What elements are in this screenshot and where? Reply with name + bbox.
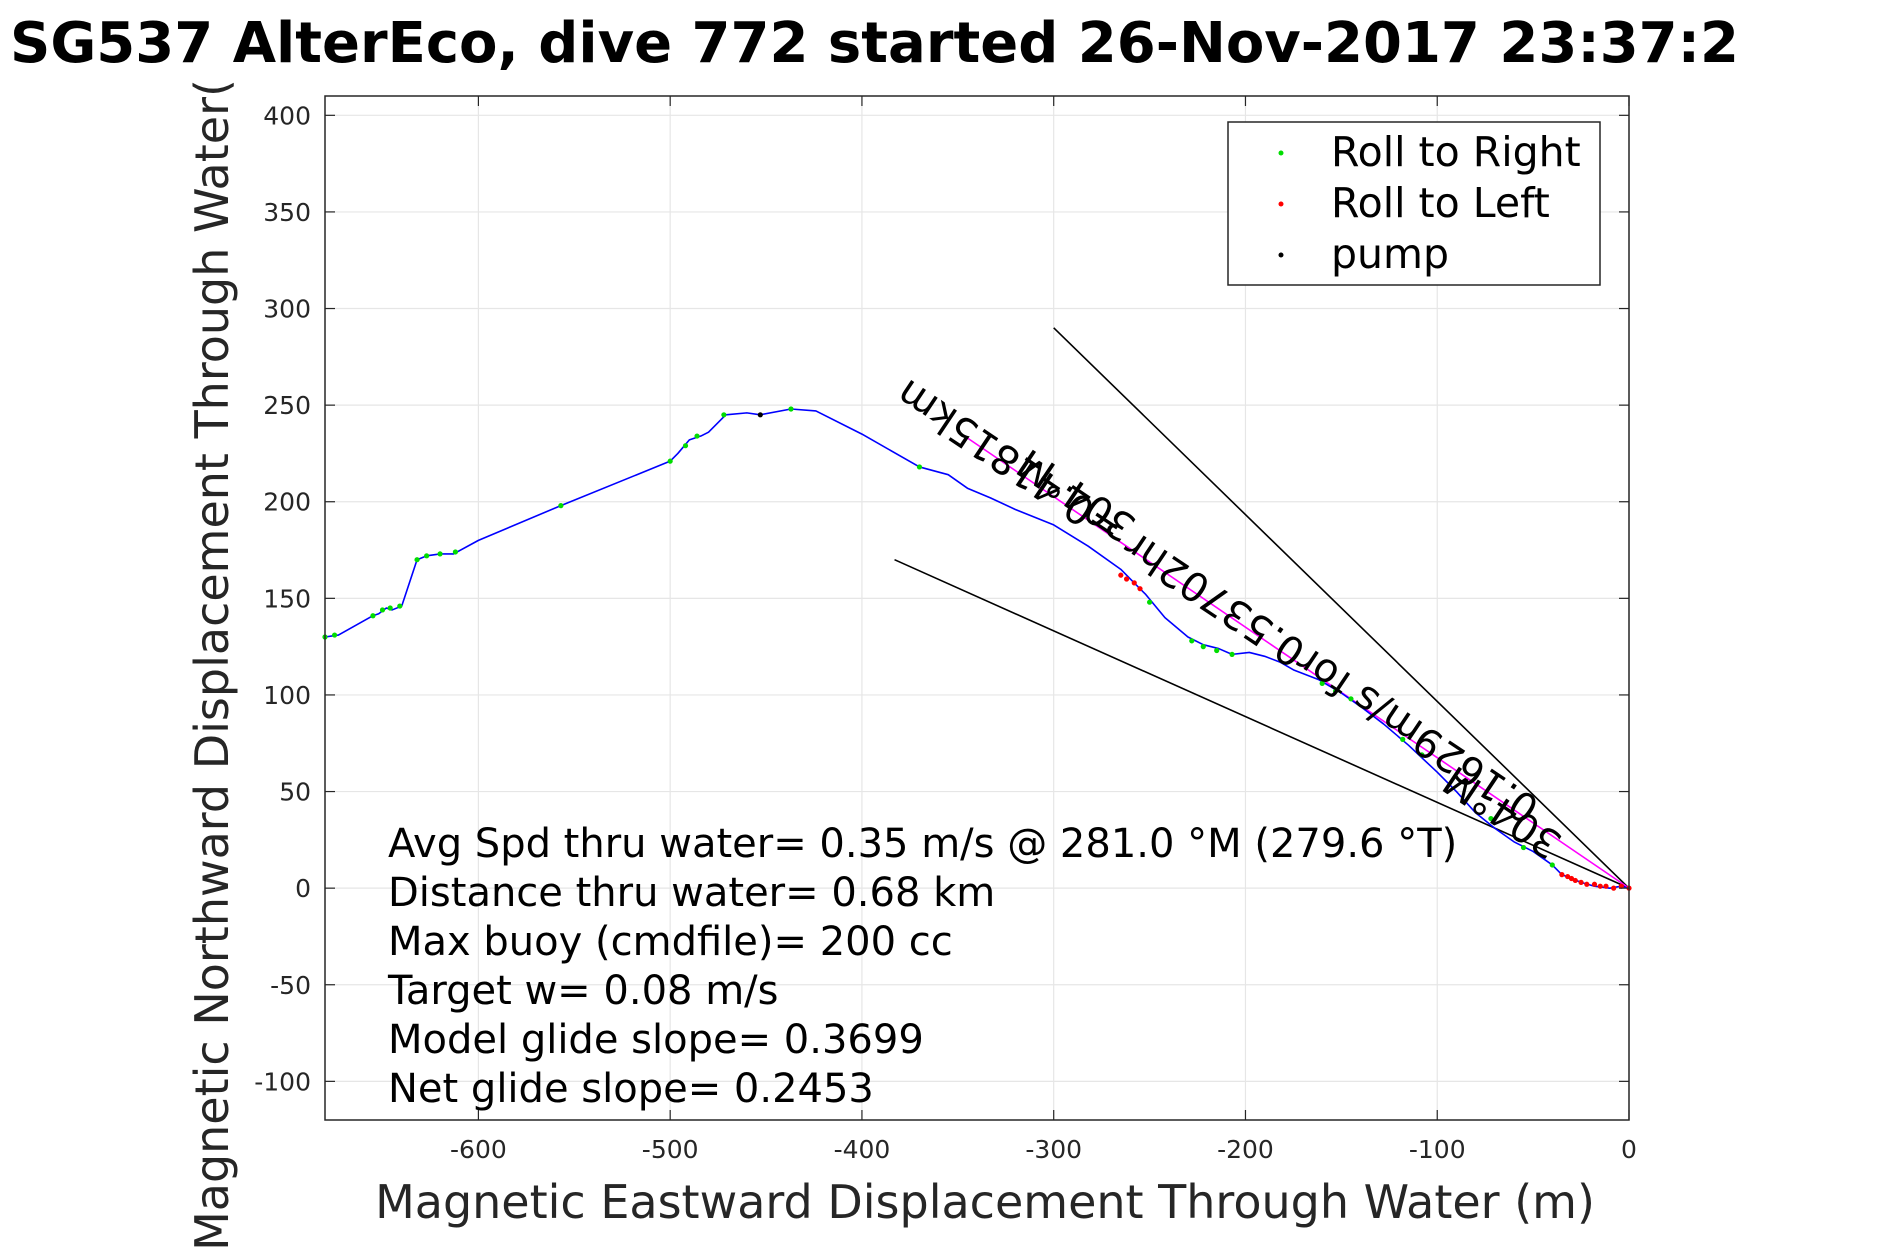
point-roll-left: [1137, 586, 1143, 592]
point-roll-left: [1559, 872, 1565, 878]
point-roll-right: [397, 603, 403, 609]
point-roll-right: [370, 613, 376, 619]
legend-marker-roll-left: [1278, 201, 1284, 207]
point-roll-right: [1229, 651, 1235, 657]
point-roll-left: [1611, 885, 1617, 891]
y-tick-label: 350: [263, 198, 311, 227]
point-roll-right: [331, 632, 338, 638]
point-roll-right: [1146, 599, 1153, 605]
y-tick-label: 50: [279, 778, 311, 807]
x-tick-label: -400: [834, 1135, 891, 1164]
ticks: -600 -500 -400 -300 -200 -100 0400350300250200…: [254, 96, 1637, 1164]
point-roll-right: [1189, 638, 1195, 644]
point-roll-right: [788, 406, 794, 412]
point-roll-left: [1584, 881, 1590, 887]
x-tick-label: -200: [1217, 1135, 1274, 1164]
annotation-avg-speed: Avg Spd thru water= 0.35 m/s @ 281.0 °M …: [388, 821, 1457, 867]
x-tick-label: -500: [642, 1135, 699, 1164]
point-roll-right: [1488, 815, 1494, 822]
bound-line-lower: [894, 558, 1630, 889]
point-roll-right: [1549, 862, 1555, 868]
point-roll-right: [379, 607, 386, 613]
x-tick-label: -300: [1025, 1135, 1082, 1164]
bound-line-upper: [1053, 327, 1630, 889]
point-roll-left: [1597, 883, 1603, 889]
legend-label-pump: pump: [1331, 230, 1449, 278]
point-roll-right: [452, 549, 458, 555]
legend-label-roll-right: Roll to Right: [1331, 128, 1581, 176]
point-roll-left: [1572, 877, 1578, 884]
y-tick-label: -100: [254, 1067, 311, 1096]
summary-annotations: Avg Spd thru water= 0.35 m/s @ 281.0 °M …: [387, 821, 1457, 1112]
point-roll-right: [1333, 688, 1339, 694]
point-roll-right: [667, 458, 673, 464]
point-roll-right: [1319, 680, 1325, 686]
point-roll-left: [1603, 883, 1609, 889]
point-pump: [757, 412, 763, 418]
x-tick-label: -600: [450, 1135, 507, 1164]
annotation-model-glide: Model glide slope= 0.3699: [388, 1017, 924, 1063]
point-roll-left: [1131, 580, 1137, 586]
point-roll-right: [1419, 752, 1425, 758]
annotation-target-w: Target w= 0.08 m/s: [387, 968, 778, 1014]
point-roll-right: [437, 551, 443, 557]
annotation-net-glide: Net glide slope= 0.2453: [388, 1066, 874, 1112]
grid: [325, 96, 1630, 1120]
point-roll-right: [387, 605, 393, 611]
legend-marker-pump: [1278, 252, 1284, 258]
point-roll-left: [1565, 873, 1571, 880]
point-roll-right: [721, 412, 727, 418]
point-roll-right: [558, 503, 564, 509]
point-roll-left: [1578, 879, 1584, 885]
y-tick-label: 300: [263, 295, 311, 324]
point-roll-right: [1200, 644, 1206, 650]
legend-label-roll-left: Roll to Left: [1331, 179, 1550, 227]
point-roll-left: [1618, 883, 1624, 889]
y-tick-label: -50: [270, 971, 311, 1000]
point-roll-right: [1520, 844, 1527, 851]
point-roll-right: [414, 557, 420, 563]
y-tick-label: 150: [263, 584, 311, 613]
point-roll-left: [1123, 576, 1130, 582]
point-roll-right: [694, 433, 700, 439]
annotation-distance: Distance thru water= 0.68 km: [388, 870, 995, 916]
y-tick-label: 0: [295, 874, 311, 903]
y-tick-label: 250: [263, 391, 311, 420]
legend-marker-roll-right: [1278, 150, 1284, 156]
y-axis-label: Magnetic Northward Displacement Through …: [185, 79, 239, 1251]
point-roll-left: [1591, 881, 1598, 887]
point-roll-right: [1348, 696, 1354, 702]
y-tick-label: 400: [263, 101, 311, 130]
point-roll-left: [1568, 875, 1575, 882]
legend: Roll to Right Roll to Left pump: [1227, 121, 1601, 286]
point-roll-right: [1400, 736, 1406, 742]
y-tick-label: 100: [263, 681, 311, 710]
plot-frame: [324, 95, 1630, 1121]
legend-box: [1227, 121, 1601, 286]
point-roll-right: [1214, 647, 1220, 654]
chart-title: SG537 AlterEco, dive 772 started 26-Nov-…: [10, 11, 1739, 76]
y-tick-label: 200: [263, 488, 311, 517]
series-points: [322, 406, 1632, 891]
point-roll-right: [424, 553, 430, 559]
point-roll-right: [682, 443, 689, 449]
x-tick-label: 0: [1621, 1135, 1637, 1164]
x-axis-label: Magnetic Eastward Displacement Through W…: [375, 1175, 1595, 1229]
point-roll-left: [1118, 572, 1124, 578]
annotation-max-buoy: Max buoy (cmdfile)= 200 cc: [388, 919, 953, 965]
point-roll-right: [916, 464, 923, 470]
x-tick-label: -100: [1409, 1135, 1466, 1164]
heading-line: [966, 437, 1630, 889]
